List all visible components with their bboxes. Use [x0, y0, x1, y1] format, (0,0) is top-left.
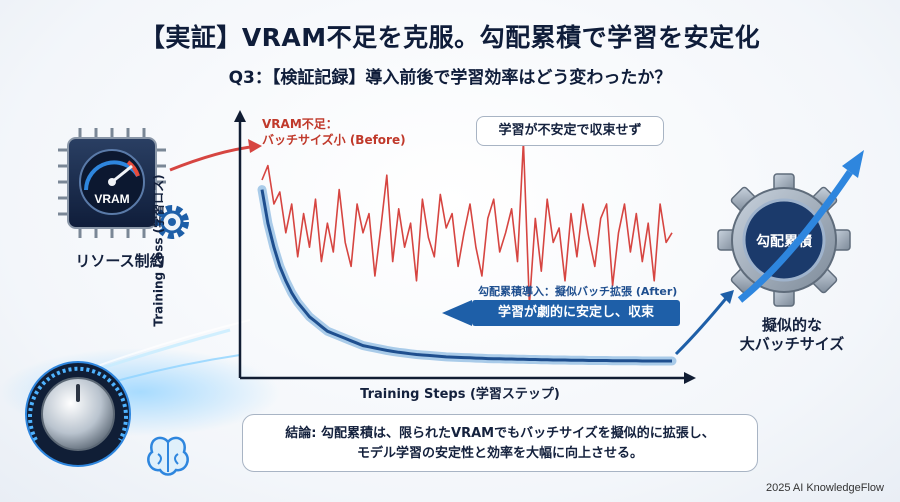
chip-text: VRAM: [94, 192, 129, 206]
brain-icon: [147, 436, 189, 476]
conclusion-box: 結論: 勾配累積は、限られたVRAMでもバッチサイズを擬似的に拡張し、 モデル学…: [242, 414, 758, 472]
y-axis-arrowhead-icon: [234, 110, 246, 122]
gear-caption: 擬似的な 大バッチサイズ: [722, 316, 862, 354]
after-loss-line: [260, 189, 672, 363]
chart-x-label: Training Steps (学習ステップ): [360, 387, 560, 402]
before-annotation-line1: VRAM不足：: [262, 117, 338, 131]
before-annotation: VRAM不足： バッチサイズ小 (Before): [262, 116, 406, 148]
after-arrow-icon: [674, 295, 730, 356]
page-subtitle: Q3：【検証記録】導入前後で学習効率はどう変わったか？: [228, 68, 672, 88]
growth-arrowhead-icon: [842, 150, 864, 178]
page-title: 【実証】VRAM不足を克服。勾配累積で学習を安定化: [139, 23, 761, 52]
stable-banner: 学習が劇的に安定し、収束: [472, 300, 680, 326]
dial-knob-icon: [0, 319, 280, 467]
resource-constraint-label: リソース制約: [75, 252, 165, 270]
before-arrowhead-icon: [248, 139, 262, 153]
gear-caption-line1: 擬似的な: [761, 316, 822, 334]
stable-banner-arrow-icon: [442, 300, 472, 326]
growth-arrow-icon: [737, 170, 853, 303]
after-arrowhead-icon: [720, 290, 734, 304]
conclusion-line1: 結論: 勾配累積は、限られたVRAMでもバッチサイズを擬似的に拡張し、: [285, 426, 715, 441]
unstable-callout: 学習が不安定で収束せず: [476, 116, 664, 146]
footer-credit: 2025 AI KnowledgeFlow: [765, 482, 884, 494]
gear-caption-line2: 大バッチサイズ: [739, 335, 845, 353]
vram-chip-icon: [58, 128, 166, 238]
small-gear-icon: [155, 205, 189, 239]
conclusion-line2: モデル学習の安定性と効率を大幅に向上させる。: [356, 446, 643, 461]
before-annotation-line2: バッチサイズ小 (Before): [262, 133, 406, 147]
x-axis-arrowhead-icon: [684, 372, 696, 384]
before-loss-line: [261, 140, 673, 306]
after-annotation: 勾配累積導入：擬似バッチ拡張 (After): [478, 285, 678, 298]
